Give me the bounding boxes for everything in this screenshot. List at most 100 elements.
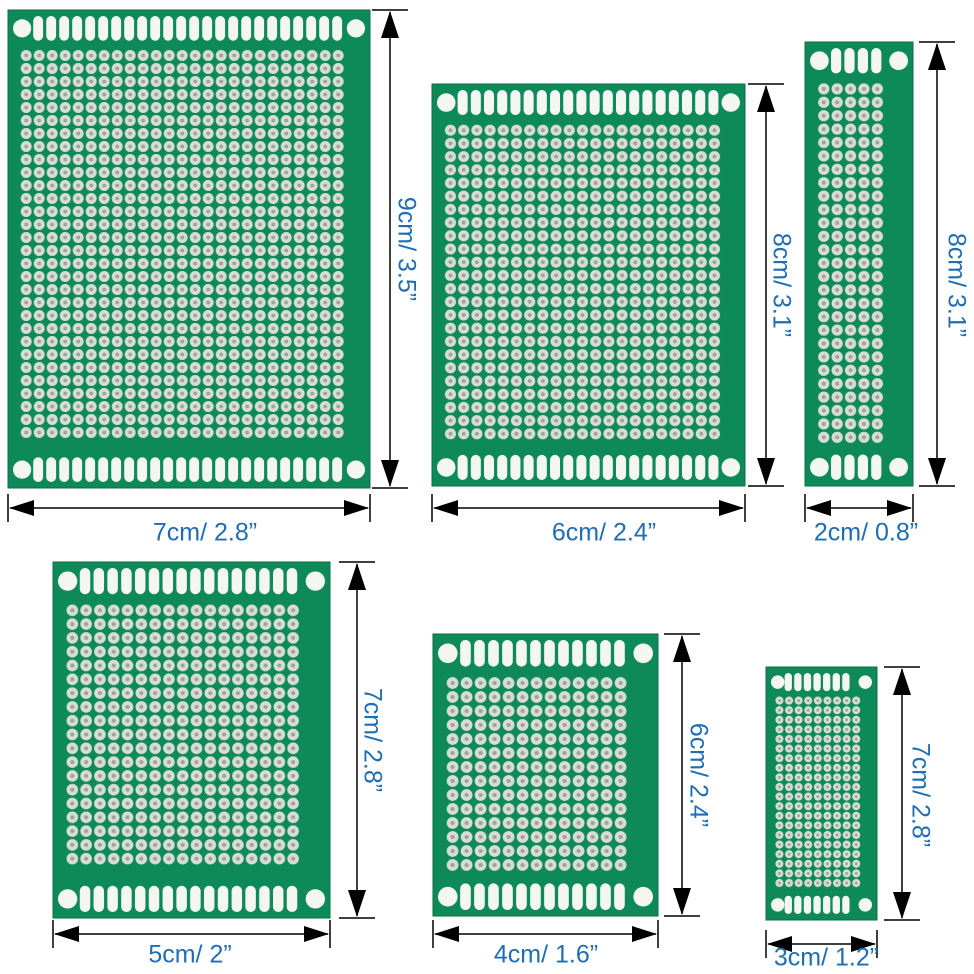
board-6x8-edge-pad <box>655 90 666 116</box>
board-6x8-edge-pad <box>668 90 679 116</box>
board-6x8-edge-pad <box>576 90 587 116</box>
board-6x8-height-label: 8cm/ 3.1” <box>767 232 796 338</box>
board-2x8-arrow-left-icon <box>806 500 831 516</box>
board-2x8-edge-pad <box>871 48 882 74</box>
board-6x8-edge-pad <box>642 454 653 480</box>
board-4x6-edge-pad <box>544 883 555 910</box>
board-5x7-edge-pad <box>286 568 298 595</box>
board-5x7-edge-pad <box>134 568 146 595</box>
board-7x9-edge-pad <box>98 457 109 482</box>
board-5x7-mount-hole <box>305 889 325 909</box>
board-5x7-edge-pad <box>231 568 243 595</box>
board-5x7-edge-pad <box>121 885 132 912</box>
board-4x6-edge-pad <box>586 640 597 667</box>
board-6x8-edge-pad <box>616 90 627 116</box>
board-4x6-edge-pad <box>460 640 471 667</box>
board-5x7-edge-pad <box>286 885 298 912</box>
board-5x7-edge-pad <box>245 885 256 912</box>
board-7x9-edge-pad <box>280 16 291 41</box>
board-6x8-edge-pad <box>523 90 534 116</box>
board-7x9-edge-pad <box>280 457 291 482</box>
board-7x9-edge-pad <box>332 16 343 41</box>
board-7x9-edge-pad <box>137 457 148 482</box>
board-7x9-edge-pad <box>85 16 96 41</box>
board-6x8-edge-pad <box>484 454 495 480</box>
board-4x6-edge-pad <box>572 883 583 910</box>
board-3x7-arrow-right-icon <box>851 936 876 952</box>
board-6x8-edge-pad <box>457 90 468 116</box>
board-6x8-edge-pad <box>576 454 587 480</box>
board-7x9-edge-pad <box>254 16 265 41</box>
board-4x6-mount-hole <box>438 643 458 664</box>
board-5x7-edge-pad <box>259 568 270 595</box>
board-4x6-edge-pad <box>544 640 555 667</box>
board-5x7-edge-pad <box>121 568 132 595</box>
board-3x7-edge-pad <box>803 673 812 692</box>
board-7x9-arrow-up-icon <box>381 11 399 38</box>
board-3x7-hole-grid <box>774 695 862 888</box>
board-7x9-width-label: 7cm/ 2.8” <box>152 518 258 547</box>
board-7x9-edge-pad <box>176 457 187 482</box>
board-5x7-edge-pad <box>176 568 187 595</box>
board-2x8-mount-hole <box>889 457 908 477</box>
board-5x7-edge-pad <box>272 885 284 912</box>
board-7x9-edge-pad <box>332 457 343 482</box>
board-6x8-edge-pad <box>668 454 679 480</box>
board-7x9-mount-hole <box>13 19 32 38</box>
board-3x7-arrow-up-icon <box>893 668 911 695</box>
board-4x6-width-label: 4cm/ 1.6” <box>493 940 599 969</box>
board-6x8-edge-pad <box>550 90 561 116</box>
board-5x7-edge-pad <box>93 885 105 912</box>
board-5x7-edge-pad <box>245 568 256 595</box>
board-4x6-height-label: 6cm/ 2.4” <box>684 722 713 828</box>
board-7x9-edge-pad <box>124 16 135 41</box>
board-3x7-edge-pad <box>832 673 840 692</box>
board-6x8-mount-hole <box>721 458 740 477</box>
board-5x7-arrow-up-icon <box>348 563 366 590</box>
board-6x8-edge-pad <box>602 454 613 480</box>
board-6x8-mount-hole <box>437 458 456 477</box>
board-7x9-arrow-down-icon <box>381 460 399 487</box>
board-7x9-edge-pad <box>267 16 278 41</box>
board-3x7-edge-pad <box>813 895 821 914</box>
board-4x6-edge-pad <box>488 883 499 910</box>
board-6x8-edge-pad <box>510 90 521 116</box>
board-6x8-edge-pad <box>616 454 627 480</box>
board-7x9-edge-pad <box>293 16 304 41</box>
board-4x6-mount-hole <box>633 886 653 907</box>
board-4x6-edge-pad <box>586 883 597 910</box>
board-7x9-mount-hole <box>13 460 32 479</box>
board-6x8-edge-pad <box>536 454 547 480</box>
board-6x8-edge-pad <box>497 454 508 480</box>
board-4x6-edge-pad <box>516 883 527 910</box>
board-6x8-edge-pad <box>523 454 534 480</box>
board-3x7-edge-pad <box>842 673 850 692</box>
board-7x9-edge-pad <box>176 16 187 41</box>
board-6x8-edge-pad <box>470 454 481 480</box>
board-6x8-edge-pad <box>550 454 561 480</box>
board-3x7-mount-hole <box>771 675 785 689</box>
board-6x8-edge-pad <box>708 90 719 116</box>
board-7x9-edge-pad <box>306 16 317 41</box>
board-6x8-edge-pad <box>629 90 640 116</box>
board-7x9-edge-pad <box>59 457 70 482</box>
board-2x8-edge-pad <box>844 48 855 74</box>
board-7x9-edge-pad <box>319 457 330 482</box>
board-3x7-edge-pad <box>823 895 831 914</box>
board-2x8-edge-pad <box>871 454 882 480</box>
board-6x8-edge-pad <box>695 90 706 116</box>
board-5x7-edge-pad <box>162 885 174 912</box>
board-5x7-edge-pad <box>176 885 187 912</box>
board-6x8-edge-pad <box>457 454 468 480</box>
board-5x7-edge-pad <box>162 568 174 595</box>
board-7x9-arrow-left-icon <box>9 500 34 516</box>
board-4x6-edge-pad <box>558 883 569 910</box>
board-7x9-edge-pad <box>202 457 213 482</box>
board-5x7-edge-pad <box>134 885 146 912</box>
board-3x7-mount-hole <box>771 898 785 912</box>
board-5x7-mount-hole <box>305 571 325 591</box>
board-4x6-edge-pad <box>474 640 485 667</box>
board-7x9-edge-pad <box>254 457 265 482</box>
board-4x6-edge-pad <box>516 640 527 667</box>
